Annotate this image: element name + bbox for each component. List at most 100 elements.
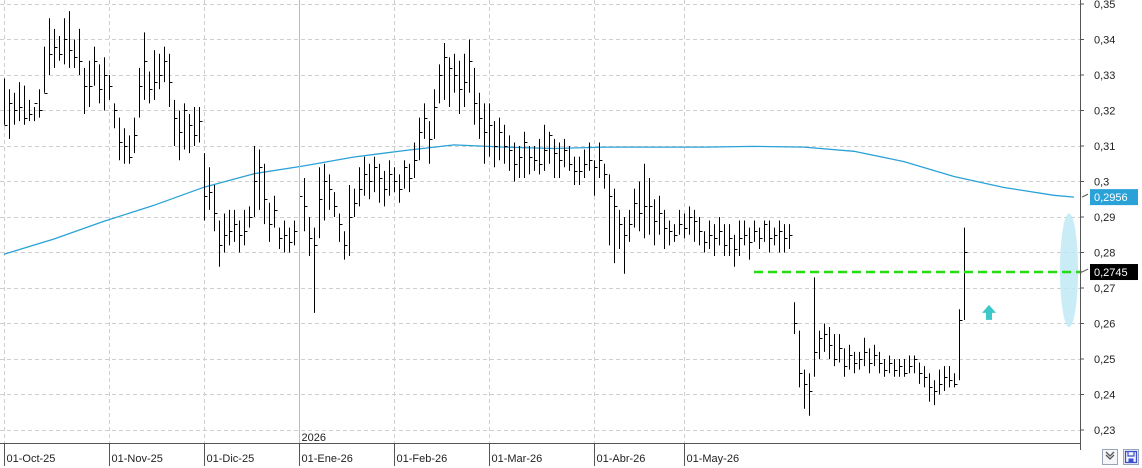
price-bar xyxy=(879,351,883,374)
price-bar xyxy=(434,89,438,139)
y-tick-label: 0,25 xyxy=(1094,354,1115,366)
x-tick-label: 01-May-26 xyxy=(687,453,740,465)
price-bar xyxy=(804,369,808,409)
y-tick-label: 0,24 xyxy=(1094,390,1115,402)
price-bar xyxy=(29,99,33,122)
price-bar xyxy=(764,220,768,242)
price-bar xyxy=(69,11,73,68)
price-bar xyxy=(964,227,968,320)
price-bar xyxy=(954,373,958,388)
price-bar xyxy=(949,366,953,388)
price-bar-series xyxy=(4,11,968,416)
price-bar xyxy=(959,309,963,381)
price-bar xyxy=(844,348,848,377)
price-bar xyxy=(124,128,128,164)
price-bar xyxy=(524,131,528,178)
price-bar xyxy=(514,142,518,182)
price-bar xyxy=(899,359,903,377)
price-bar xyxy=(604,163,608,189)
price-bar xyxy=(89,60,93,107)
price-bar xyxy=(759,227,763,249)
price-bar xyxy=(594,160,598,196)
price-bar xyxy=(254,146,258,217)
price-bar xyxy=(274,195,278,228)
price-bar xyxy=(409,163,413,193)
price-bar xyxy=(339,213,343,242)
price-bar xyxy=(219,220,223,267)
price-bar xyxy=(674,224,678,242)
price-bar xyxy=(109,75,113,100)
x-tick-label: 01-Oct-25 xyxy=(7,453,56,465)
x-tick-label: 01-Mar-26 xyxy=(492,453,543,465)
price-bar xyxy=(79,28,83,75)
price-bar xyxy=(144,32,148,100)
price-bar xyxy=(349,185,353,257)
price-bar xyxy=(284,220,288,253)
price-tag-label: 0,2956 xyxy=(1094,192,1128,204)
price-bar xyxy=(64,18,68,65)
price-bar xyxy=(329,174,333,210)
save-button[interactable] xyxy=(1123,449,1139,465)
price-bar xyxy=(424,103,428,139)
price-bar xyxy=(94,46,98,86)
y-tick-label: 0,32 xyxy=(1094,106,1115,118)
price-bar xyxy=(114,103,118,129)
price-bar xyxy=(184,103,188,150)
price-bar xyxy=(669,220,673,246)
price-bar xyxy=(259,149,263,210)
price-bar xyxy=(679,209,683,235)
price-bar xyxy=(189,114,193,154)
price-bar xyxy=(719,217,723,246)
price-bar xyxy=(314,227,318,313)
price-bar xyxy=(139,67,143,118)
price-bar xyxy=(414,142,418,178)
price-bar xyxy=(639,181,643,232)
price-bar xyxy=(74,39,78,68)
price-bar xyxy=(169,53,173,107)
price-bar xyxy=(644,163,648,239)
price-bar xyxy=(619,209,623,249)
price-bar xyxy=(559,142,563,178)
price-bar xyxy=(919,362,923,384)
price-bar xyxy=(819,330,823,359)
price-bar xyxy=(874,344,878,367)
collapse-icon xyxy=(1105,451,1115,460)
price-bar xyxy=(289,227,293,253)
y-tick-label: 0,28 xyxy=(1094,248,1115,260)
price-bar xyxy=(404,160,408,189)
price-bar xyxy=(544,124,548,171)
grid-lines xyxy=(0,0,1080,443)
price-bar xyxy=(549,131,553,164)
price-bar xyxy=(154,50,158,100)
x-axis: 01-Oct-25 01-Nov-25 01-Dic-25 01-Ene-26 01-F… xyxy=(0,0,1080,466)
price-bar xyxy=(839,334,843,363)
price-bar xyxy=(704,231,708,253)
price-bar xyxy=(384,170,388,207)
price-bar xyxy=(324,163,328,221)
highlight-ellipse xyxy=(1060,213,1078,328)
collapse-button[interactable] xyxy=(1102,449,1118,465)
price-bar xyxy=(354,188,358,217)
x-tick-label: 01-Nov-25 xyxy=(112,453,163,465)
price-bar xyxy=(659,195,663,235)
price-tag-box xyxy=(1090,189,1138,206)
price-tags: 0,2956 0,2745 xyxy=(1081,189,1138,281)
price-bar xyxy=(264,163,268,225)
price-bar xyxy=(849,344,853,370)
price-bar xyxy=(369,163,373,200)
x-tick-label: 01-Ene-26 xyxy=(302,453,353,465)
price-bar xyxy=(164,46,168,83)
price-bar xyxy=(939,369,943,395)
price-tag-label: 0,2745 xyxy=(1094,267,1128,279)
price-bar xyxy=(454,53,458,93)
price-bar xyxy=(744,220,748,246)
x-tick-label: 01-Dic-25 xyxy=(207,453,255,465)
price-bar xyxy=(914,355,918,374)
y-tick-label: 0,27 xyxy=(1094,283,1115,295)
price-bar xyxy=(344,231,348,260)
price-bar xyxy=(734,234,738,267)
price-bar xyxy=(129,135,133,164)
y-axis: 0,35 0,34 0,33 0,32 0,31 0,3 0,29 0,28 0,27 0,26 0… xyxy=(1080,0,1115,450)
y-tick-label: 0,31 xyxy=(1094,141,1115,153)
